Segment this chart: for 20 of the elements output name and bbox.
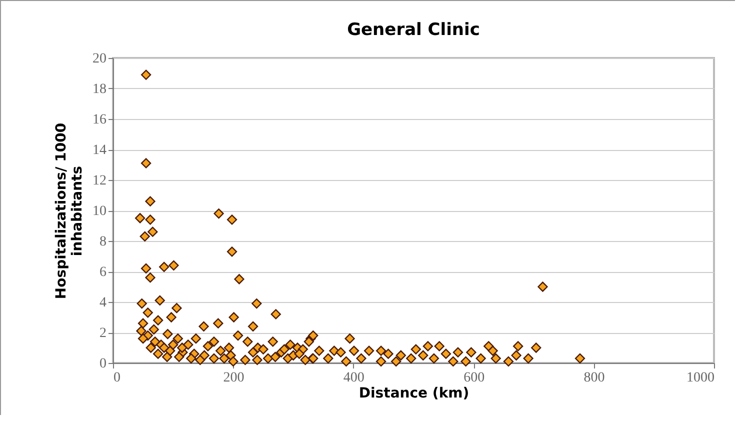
y-tick-label: 10 [92, 204, 106, 219]
y-tick-label: 2 [100, 326, 106, 341]
y-tick-label: 14 [92, 143, 106, 158]
y-tick-label: 12 [92, 174, 106, 188]
x-tick-label: 400 [343, 370, 364, 386]
chart-title: General Clinic [347, 20, 480, 40]
y-tick-label: 18 [92, 82, 106, 97]
y-tick-label: 20 [92, 52, 106, 66]
x-tick-label: 200 [223, 370, 244, 386]
y-tick-label: 16 [92, 112, 106, 128]
y-tick-label: 8 [100, 234, 106, 250]
y-tick-label: 6 [100, 265, 106, 280]
x-tick-label: 800 [584, 370, 605, 386]
y-axis-title: Hospitalizations/ 1000 inhabitants [54, 122, 86, 300]
x-tick-label: 0 [114, 370, 120, 386]
x-tick-label: 600 [464, 370, 485, 386]
x-tick-label: 1000 [686, 370, 714, 386]
y-tick-label: 4 [100, 296, 106, 310]
y-tick-label: 0 [100, 356, 106, 372]
x-axis-title: Distance (km) [358, 386, 470, 402]
